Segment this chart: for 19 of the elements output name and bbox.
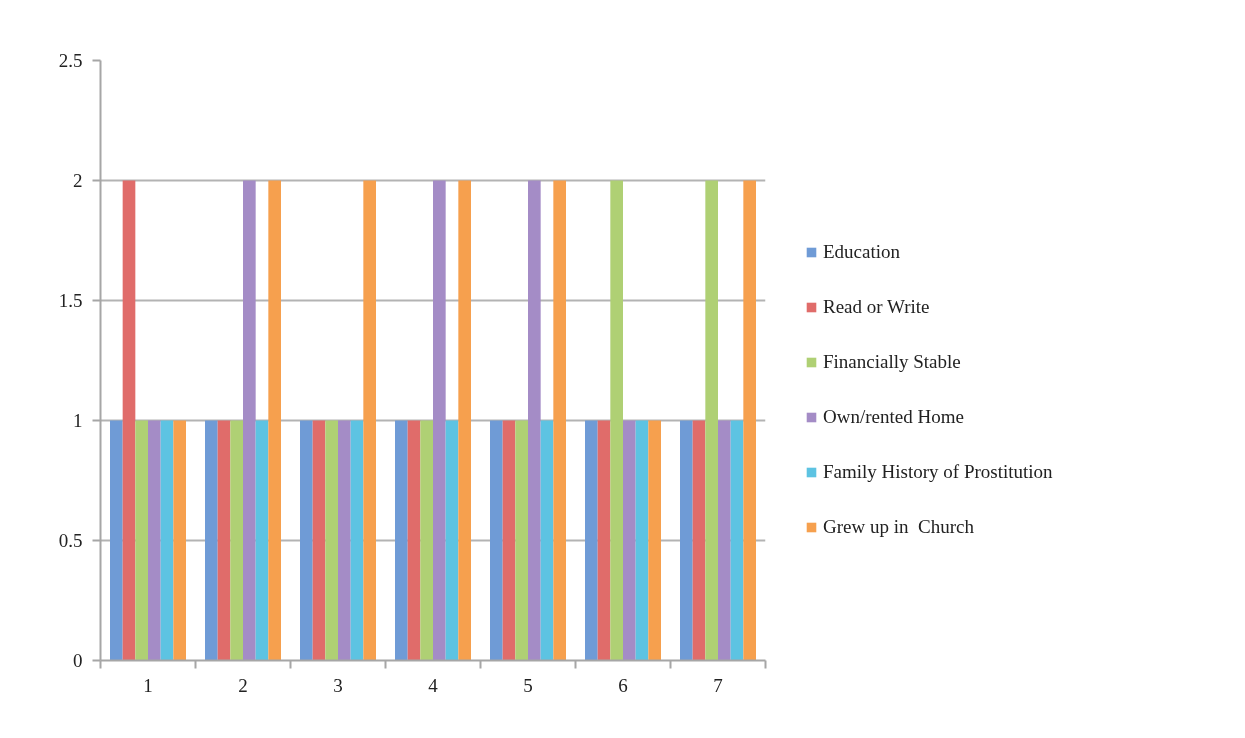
y-tick-label: 2 (73, 170, 83, 191)
y-tick-label: 0 (73, 650, 83, 671)
y-tick-label: 1.5 (58, 290, 83, 311)
x-tick-label: 2 (238, 674, 248, 696)
legend-label: Grew up in Church (823, 516, 974, 538)
legend-label: Family History of Prostitution (823, 461, 1053, 483)
x-tick-label: 1 (143, 674, 153, 696)
legend-label: Read or Write (823, 296, 930, 318)
x-tick-label: 6 (618, 674, 628, 696)
x-tick-label: 5 (523, 674, 533, 696)
x-tick-label: 7 (713, 674, 723, 696)
x-tick-label: 3 (333, 674, 343, 696)
legend-label: Financially Stable (823, 351, 961, 373)
legend-label: Own/rented Home (823, 406, 964, 428)
y-tick-label: 2.5 (58, 50, 83, 71)
x-tick-label: 4 (428, 674, 439, 696)
legend-label: Education (823, 241, 901, 263)
y-tick-label: 0.5 (58, 530, 83, 551)
y-tick-label: 1 (73, 410, 83, 431)
